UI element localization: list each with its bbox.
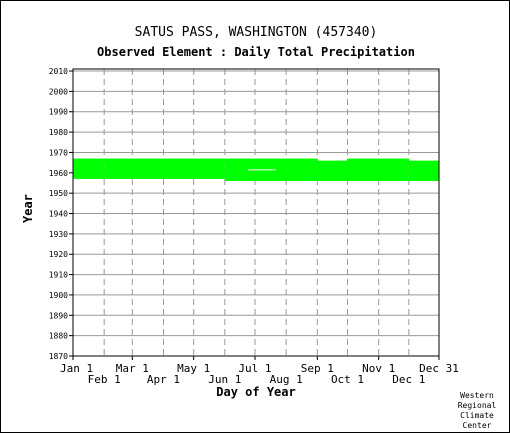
x-tick-label: Sep 1: [301, 362, 334, 375]
x-tick-label: Feb 1: [88, 373, 121, 386]
y-tick-label: 1920: [49, 250, 68, 259]
data-segment: [104, 158, 225, 179]
x-tick-label: May 1: [177, 362, 210, 375]
y-tick-label: 1930: [49, 230, 68, 239]
x-tick-label: Oct 1: [331, 373, 364, 386]
x-tick-label: Mar 1: [116, 362, 149, 375]
y-tick-label: 1980: [49, 128, 68, 137]
y-tick-label: 1910: [49, 271, 68, 280]
plot-frame: [72, 68, 440, 357]
y-tick-label: 1970: [49, 148, 68, 157]
x-tick-label: Aug 1: [270, 373, 303, 386]
x-tick-label: Jun 1: [208, 373, 241, 386]
x-tick-label: Jul 1: [238, 362, 271, 375]
y-tick-label: 1940: [49, 210, 68, 219]
y-tick-label: 1880: [49, 332, 68, 341]
data-segment: [408, 160, 439, 181]
chart-title: SATUS PASS, WASHINGTON (457340): [134, 25, 378, 40]
x-tick-label: Dec 1: [392, 373, 425, 386]
chart-subtitle: Observed Element : Daily Total Precipita…: [97, 45, 415, 59]
data-segment: [73, 158, 105, 179]
y-tick-label: 1960: [49, 169, 68, 178]
missing-data-gap: [247, 169, 277, 171]
x-tick-label: Apr 1: [147, 373, 180, 386]
y-tick-label: 1990: [49, 108, 68, 117]
data-segment: [347, 158, 409, 181]
y-tick-label: 1890: [49, 311, 68, 320]
data-segment: [317, 160, 348, 181]
y-tick-label: 1950: [49, 189, 68, 198]
x-tick-label: Dec 31: [419, 362, 459, 375]
x-axis-label: Day of Year: [216, 385, 296, 399]
plot-area: [73, 69, 439, 356]
x-tick-label: Jan 1: [60, 362, 93, 375]
x-tick-label: Nov 1: [362, 362, 395, 375]
credit-text: Western Regional Climate Center: [457, 391, 497, 430]
y-tick-label: 1870: [49, 352, 68, 361]
y-tick-label: 2010: [49, 67, 68, 76]
y-tick-label: 2000: [49, 87, 68, 96]
y-tick-label: 1900: [49, 291, 68, 300]
